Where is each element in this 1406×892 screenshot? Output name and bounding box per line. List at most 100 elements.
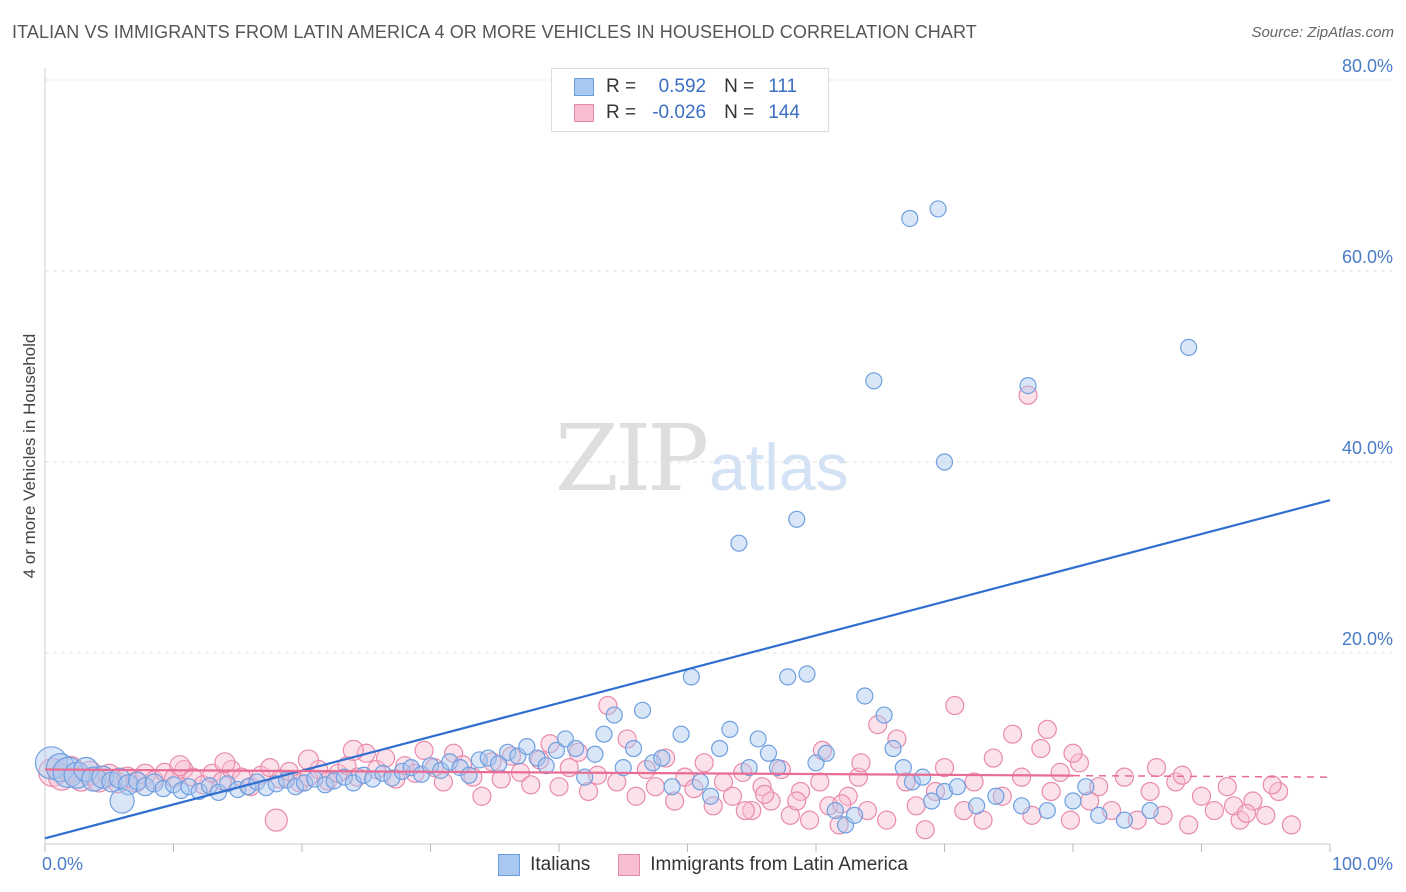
immigrants-point [395, 756, 415, 776]
y-tick-label: 40.0% [1342, 438, 1393, 458]
italians-point [923, 792, 941, 810]
immigrants-point [1262, 775, 1282, 795]
immigrants-point [1003, 724, 1023, 744]
immigrants-point [1172, 765, 1192, 785]
immigrants-point [945, 695, 965, 716]
italians-point [537, 757, 555, 775]
immigrants-point [598, 695, 618, 716]
italians-point [614, 758, 632, 777]
immigrants-point [896, 772, 916, 792]
italians-point [711, 739, 729, 758]
italians-point [987, 787, 1005, 805]
italians-point [856, 687, 874, 705]
italians-point [1038, 801, 1056, 820]
legend-label-italians: Italians [530, 854, 591, 875]
source-credit: Source: ZipAtlas.com [1251, 24, 1394, 41]
immigrants-point [887, 729, 907, 749]
italians-point [335, 768, 354, 786]
italians-point [218, 775, 237, 793]
italians-point [633, 701, 652, 719]
italians-point [154, 780, 172, 798]
italians-point [325, 772, 343, 790]
legend-r-label: R = [606, 102, 637, 123]
immigrants-point [1060, 810, 1081, 830]
italians-point [740, 758, 758, 777]
immigrants-point [169, 755, 191, 777]
italians-point [460, 766, 478, 784]
italians-point [295, 774, 314, 792]
italians-point [316, 776, 334, 794]
italians-point [935, 782, 954, 801]
legend-swatch-immigrants [618, 854, 641, 876]
correlation-legend: R = 0.592 N = 111 R = -0.026 N = 144 [551, 68, 829, 132]
italians-point [1077, 778, 1095, 796]
italians-point [190, 782, 208, 801]
immigrants-point [752, 777, 772, 797]
immigrants-point [1191, 786, 1212, 806]
immigrants-point [1069, 753, 1090, 773]
immigrants-point [1256, 805, 1276, 825]
immigrants-point [703, 796, 723, 816]
immigrants-point [735, 800, 755, 821]
legend-n-value: 144 [768, 102, 800, 123]
immigrants-point [549, 777, 569, 797]
italians-point [730, 534, 748, 552]
italians-point [1141, 801, 1159, 820]
x-tick-label: 0.0% [42, 854, 83, 874]
immigrants-point [665, 791, 685, 811]
italians-point [127, 771, 148, 791]
immigrants-point [1011, 767, 1032, 787]
italians-point [1019, 377, 1037, 395]
italians-point [81, 766, 107, 792]
italians-point [929, 200, 947, 218]
italians-point [779, 668, 797, 686]
immigrants-point [1063, 743, 1083, 763]
y-tick-label: 60.0% [1342, 247, 1393, 267]
italians-point [884, 739, 902, 758]
immigrants-point [810, 772, 830, 792]
immigrants-point [491, 769, 511, 789]
italians-point [901, 209, 919, 228]
italians-point [894, 758, 912, 777]
italians-point [1115, 811, 1134, 829]
immigrants-point [964, 772, 984, 792]
immigrants-point [626, 786, 646, 806]
italians-point [682, 668, 700, 686]
italians-point [817, 744, 835, 762]
immigrants-point [868, 715, 888, 735]
legend-n-value: 111 [768, 76, 798, 97]
legend-item-italians[interactable]: Italians [498, 854, 590, 876]
series-legend: Italians Immigrants from Latin America [0, 852, 1406, 878]
immigrants-point [1204, 800, 1224, 821]
immigrants-point [684, 779, 704, 799]
italians-point [691, 773, 709, 791]
italians-point [117, 774, 140, 796]
italians-point [518, 737, 536, 756]
italians-point [200, 777, 219, 795]
italians-point [759, 744, 778, 762]
italians-point [914, 768, 932, 786]
legend-item-immigrants[interactable]: Immigrants from Latin America [618, 854, 908, 876]
italians-point [702, 787, 720, 805]
italians-point [1180, 338, 1198, 356]
immigrants-point [1089, 777, 1109, 797]
italians-point [721, 720, 739, 739]
immigrants-point [832, 794, 852, 814]
italians-point [479, 749, 497, 767]
immigrants-point [1114, 767, 1135, 787]
grid-layer [45, 79, 1392, 654]
immigrants-point [1041, 781, 1061, 802]
legend-n-label: N = [724, 76, 755, 97]
italians-point [788, 510, 806, 528]
immigrants-point [264, 808, 288, 832]
immigrants-point [1037, 719, 1057, 740]
immigrants-point [414, 740, 434, 761]
y-tick-label: 20.0% [1342, 629, 1393, 649]
immigrants-point [1281, 815, 1302, 835]
immigrants-point [617, 729, 637, 749]
immigrants-point [915, 820, 935, 840]
italians-point [586, 745, 604, 763]
immigrants-point [645, 777, 665, 797]
immigrants-points [38, 385, 1302, 840]
